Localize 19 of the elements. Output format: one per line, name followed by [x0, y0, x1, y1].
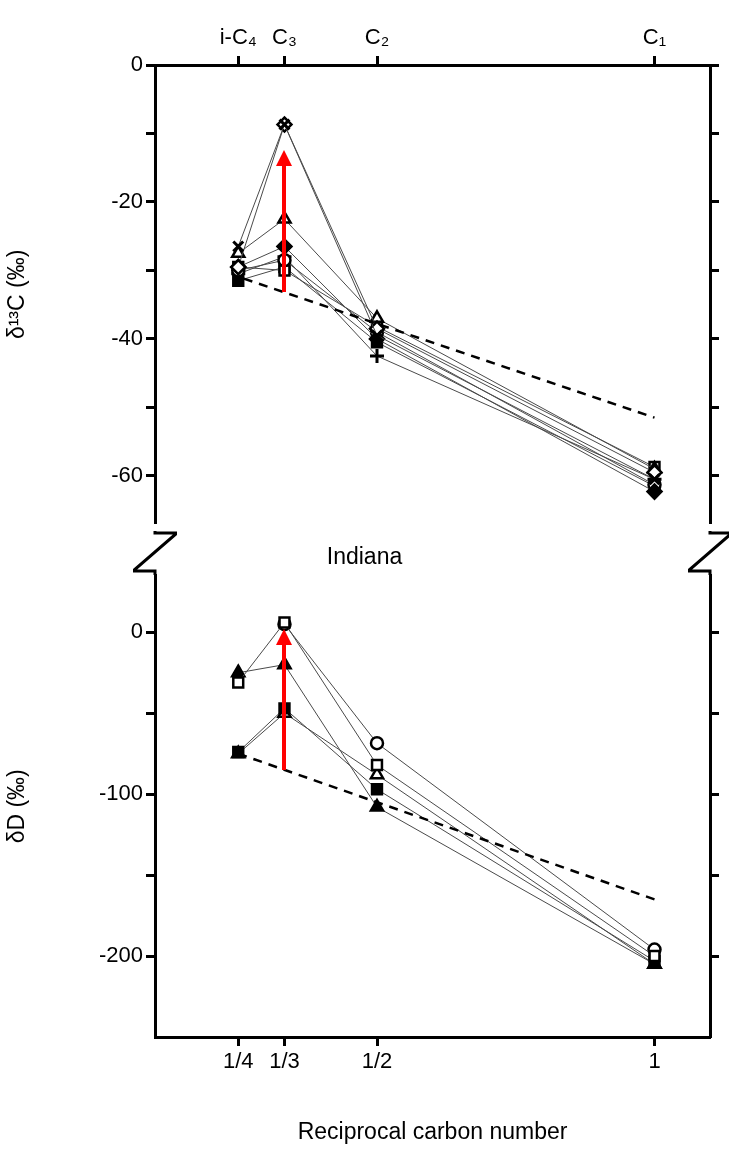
y-tick-label: -20 — [111, 188, 143, 214]
y-tick-label: -60 — [111, 461, 143, 487]
chart-title: Indiana — [326, 543, 403, 570]
x-tick-label: 1/3 — [269, 1048, 300, 1074]
y-tick-label: 0 — [130, 51, 143, 77]
y-tick-label: -100 — [98, 780, 143, 806]
y-axis-title: δ¹³C (‰) — [3, 249, 30, 340]
y-axis-title: δD (‰) — [3, 769, 30, 844]
y-tick-label: -200 — [98, 942, 143, 968]
annotation: i-C₄ — [219, 24, 257, 50]
annotation: C₁ — [642, 24, 667, 50]
y-tick-label: 0 — [130, 618, 143, 644]
annotation: C₃ — [272, 24, 297, 50]
x-tick-label: 1/2 — [361, 1048, 393, 1074]
x-tick-label: 1/4 — [222, 1048, 254, 1074]
y-tick-label: -40 — [111, 324, 143, 350]
x-tick-label: 1 — [648, 1048, 661, 1074]
annotation: C₂ — [364, 24, 390, 50]
x-axis-title: Reciprocal carbon number — [297, 1117, 568, 1144]
